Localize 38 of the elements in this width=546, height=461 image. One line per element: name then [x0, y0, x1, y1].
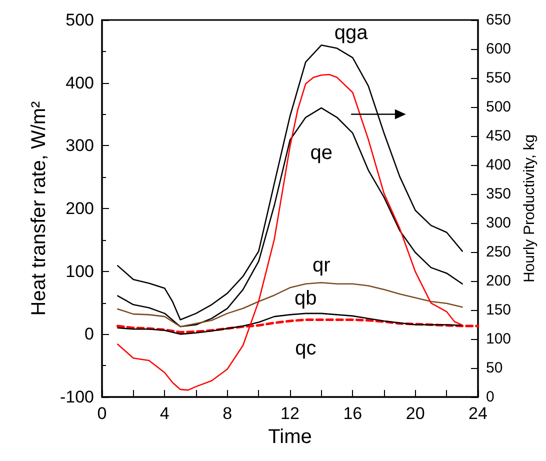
y2-tick-label: 350: [486, 186, 512, 202]
x-tick-label: 0: [97, 404, 107, 423]
y2-tick-label: 50: [486, 360, 503, 376]
y2-tick-label: 650: [486, 12, 512, 28]
y2-tick-label: 500: [486, 98, 512, 116]
line-series: [117, 312, 463, 335]
x-tick-label: 20: [406, 404, 425, 423]
series-label: qb: [294, 287, 317, 310]
y-tick-label: 500: [66, 10, 94, 30]
y2-tick-label: 150: [486, 302, 512, 318]
y2-tick-label: 400: [486, 156, 512, 174]
y2-tick-label: 0: [486, 388, 494, 406]
y-tick-label: 300: [66, 136, 94, 156]
x-tick-label: 16: [343, 404, 362, 423]
y2-axis-title: Hourly Productivity, kg: [520, 134, 538, 283]
y-tick-label: -100: [60, 388, 94, 406]
series-label: qc: [295, 338, 316, 360]
y-tick-label: 400: [66, 73, 94, 92]
y-tick-label: 100: [66, 262, 94, 281]
y-tick-label: 200: [66, 199, 94, 218]
y2-tick-label: 550: [486, 70, 512, 86]
y2-tick-label: 200: [486, 272, 512, 290]
y-tick-label: 0: [84, 324, 94, 344]
x-tick-label: 24: [468, 404, 488, 423]
series-label: qe: [310, 142, 332, 164]
x-tick-label: 8: [222, 404, 232, 423]
y2-tick-label: 300: [486, 214, 512, 232]
x-tick-label: 4: [160, 404, 170, 423]
y2-tick-label: 100: [486, 330, 512, 348]
series-label: qr: [312, 254, 331, 277]
x-axis-title: Time: [268, 426, 312, 448]
y2-tick-label: 600: [486, 40, 512, 58]
series-label: qga: [334, 22, 369, 44]
y2-tick-label: 450: [486, 128, 512, 144]
line-series: [117, 282, 463, 328]
y2-tick-label: 250: [486, 244, 512, 260]
y-axis-title: Heat transfer rate, W/m²: [28, 100, 50, 316]
x-tick-label: 12: [280, 404, 300, 423]
